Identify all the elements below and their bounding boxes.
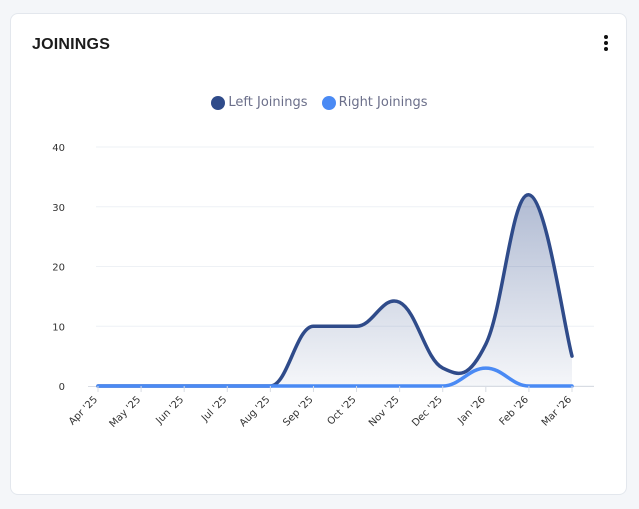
x-tick-label: Apr '25	[67, 394, 100, 427]
x-tick-label: Jan '26	[455, 394, 488, 427]
card-title: JOININGS	[32, 36, 111, 53]
x-tick-label: Oct '25	[325, 394, 358, 427]
right-joinings-line	[96, 366, 574, 388]
x-tick-label: Jul '25	[199, 394, 229, 424]
x-tick-label: Nov '25	[367, 394, 402, 429]
chart-legend: Left Joinings Right Joinings	[11, 95, 628, 114]
legend-item-right[interactable]: Right Joinings	[321, 95, 428, 110]
y-tick-label: 0	[59, 382, 65, 393]
x-tick-label: Aug '25	[238, 394, 273, 429]
legend-marker-left	[211, 95, 226, 110]
legend-item-left[interactable]: Left Joinings	[211, 95, 308, 110]
y-tick-label: 10	[52, 322, 65, 333]
joinings-chart: 0 10 20 30 40 Apr '25 May '25 Jun '25 Jul '25 Aug…	[52, 143, 594, 430]
y-tick-label: 20	[52, 263, 65, 274]
more-options-icon[interactable]	[598, 33, 614, 57]
x-tick-label: Dec '25	[410, 394, 445, 429]
y-tick-label: 30	[52, 203, 65, 214]
legend-label-right: Right Joinings	[338, 95, 428, 110]
joinings-card: JOININGS Left Joinings Right Joinings 0 1…	[10, 13, 627, 495]
x-tick-label: May '25	[108, 394, 144, 430]
x-tick-label: Feb '26	[498, 394, 531, 427]
x-tick-label: Jun '25	[154, 394, 187, 427]
x-tick-label: Sep '25	[281, 394, 315, 428]
legend-label-left: Left Joinings	[228, 95, 308, 110]
legend-marker-right	[321, 95, 336, 110]
y-tick-label: 40	[52, 143, 65, 154]
x-tick-label: Mar '26	[540, 394, 574, 428]
left-joinings-area	[98, 194, 572, 386]
